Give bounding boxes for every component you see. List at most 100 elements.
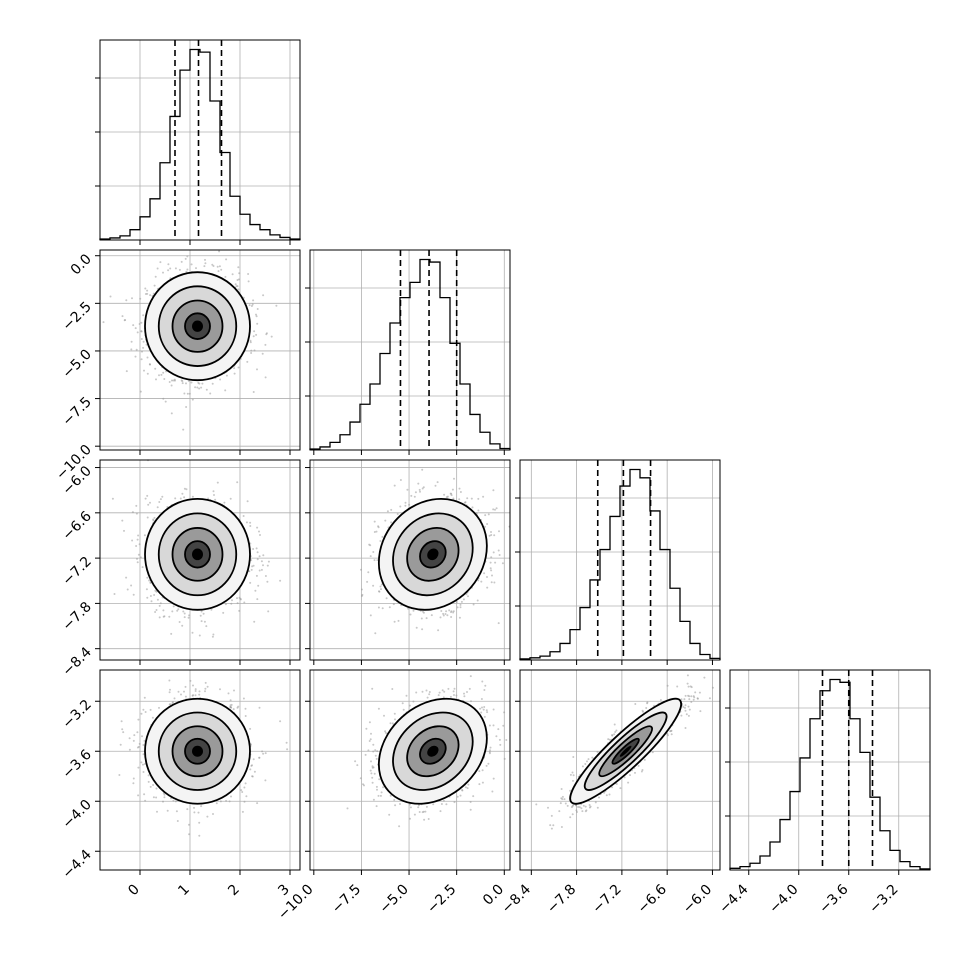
scatter-point xyxy=(236,597,238,600)
scatter-point xyxy=(393,484,396,487)
scatter-point xyxy=(261,352,264,355)
scatter-point xyxy=(199,614,202,617)
scatter-point xyxy=(158,501,161,503)
scatter-point xyxy=(238,596,241,599)
scatter-point xyxy=(145,588,148,591)
scatter-point xyxy=(210,608,213,611)
scatter-point xyxy=(156,506,159,509)
scatter-point xyxy=(141,735,143,738)
scatter-point xyxy=(409,613,412,616)
scatter-point xyxy=(141,566,144,569)
scatter-point xyxy=(162,609,165,612)
scatter-point xyxy=(130,340,133,343)
scatter-point xyxy=(486,586,489,589)
scatter-point xyxy=(419,490,421,493)
scatter-point xyxy=(136,731,139,734)
scatter-point xyxy=(249,727,252,730)
scatter-point xyxy=(243,601,246,604)
scatter-point xyxy=(131,539,134,542)
scatter-point xyxy=(180,379,183,382)
panel-p1-1 xyxy=(305,249,511,455)
scatter-point xyxy=(183,487,186,490)
panel-frame xyxy=(99,249,301,451)
scatter-point xyxy=(136,561,139,564)
scatter-point xyxy=(252,335,255,338)
scatter-point xyxy=(489,567,492,570)
scatter-point xyxy=(446,614,449,617)
scatter-point xyxy=(203,620,206,623)
scatter-point xyxy=(174,267,177,270)
scatter-point xyxy=(425,617,428,620)
scatter-point xyxy=(440,610,443,612)
scatter-point xyxy=(212,265,215,267)
scatter-point xyxy=(134,355,137,358)
scatter-point xyxy=(497,622,500,625)
scatter-point xyxy=(231,599,233,602)
scatter-point xyxy=(256,526,259,529)
scatter-point xyxy=(173,378,176,381)
scatter-point xyxy=(404,504,407,507)
scatter-point xyxy=(494,561,497,564)
scatter-point xyxy=(204,681,207,684)
scatter-point xyxy=(130,348,133,351)
panel-p2-1 xyxy=(305,459,511,665)
scatter-point xyxy=(183,496,186,499)
scatter-point xyxy=(156,810,158,813)
scatter-point xyxy=(136,557,138,560)
scatter-point xyxy=(137,794,140,797)
scatter-point xyxy=(396,513,399,515)
scatter-point xyxy=(372,551,375,553)
scatter-point xyxy=(188,614,191,617)
scatter-point xyxy=(497,549,500,552)
scatter-point xyxy=(253,349,256,352)
scatter-point xyxy=(260,568,263,571)
scatter-point xyxy=(198,693,201,696)
scatter-point xyxy=(169,267,172,270)
scatter-point xyxy=(153,516,156,519)
scatter-point xyxy=(198,387,201,390)
panel-p2-0: −6.0−6.6−7.2−7.8−8.4 xyxy=(59,459,301,680)
scatter-point xyxy=(229,497,232,500)
scatter-point xyxy=(458,498,461,501)
scatter-point xyxy=(197,811,200,814)
scatter-point xyxy=(158,374,160,377)
scatter-point xyxy=(253,620,256,623)
scatter-point xyxy=(381,535,384,538)
scatter-point xyxy=(247,273,250,275)
scatter-point xyxy=(172,605,175,608)
scatter-point xyxy=(490,531,492,533)
scatter-point xyxy=(498,554,501,556)
scatter-point xyxy=(170,632,173,635)
scatter-point xyxy=(490,569,493,572)
scatter-point xyxy=(476,599,479,602)
scatter-point xyxy=(267,610,270,613)
scatter-point xyxy=(191,631,194,634)
scatter-point xyxy=(163,796,166,799)
scatter-point xyxy=(132,739,135,742)
scatter-point xyxy=(390,508,393,511)
scatter-point xyxy=(198,382,201,385)
scatter-point xyxy=(242,697,245,700)
density-contours xyxy=(377,497,488,611)
scatter-point xyxy=(377,606,380,609)
scatter-point xyxy=(154,589,157,592)
scatter-point xyxy=(159,498,162,501)
scatter-point xyxy=(367,571,370,574)
scatter-point xyxy=(219,800,222,803)
scatter-point xyxy=(185,382,187,385)
scatter-point xyxy=(200,610,203,613)
scatter-point xyxy=(146,516,149,519)
panel-frame xyxy=(99,39,301,241)
scatter-point xyxy=(143,534,146,537)
scatter-point xyxy=(140,761,143,764)
scatter-point xyxy=(434,484,437,487)
scatter-point xyxy=(248,570,251,573)
scatter-point xyxy=(264,376,267,379)
scatter-point xyxy=(452,611,455,614)
scatter-point xyxy=(377,525,380,528)
scatter-point xyxy=(125,299,128,302)
scatter-point xyxy=(241,810,244,813)
scatter-point xyxy=(162,371,165,374)
scatter-point xyxy=(179,497,182,500)
scatter-point xyxy=(121,519,124,522)
